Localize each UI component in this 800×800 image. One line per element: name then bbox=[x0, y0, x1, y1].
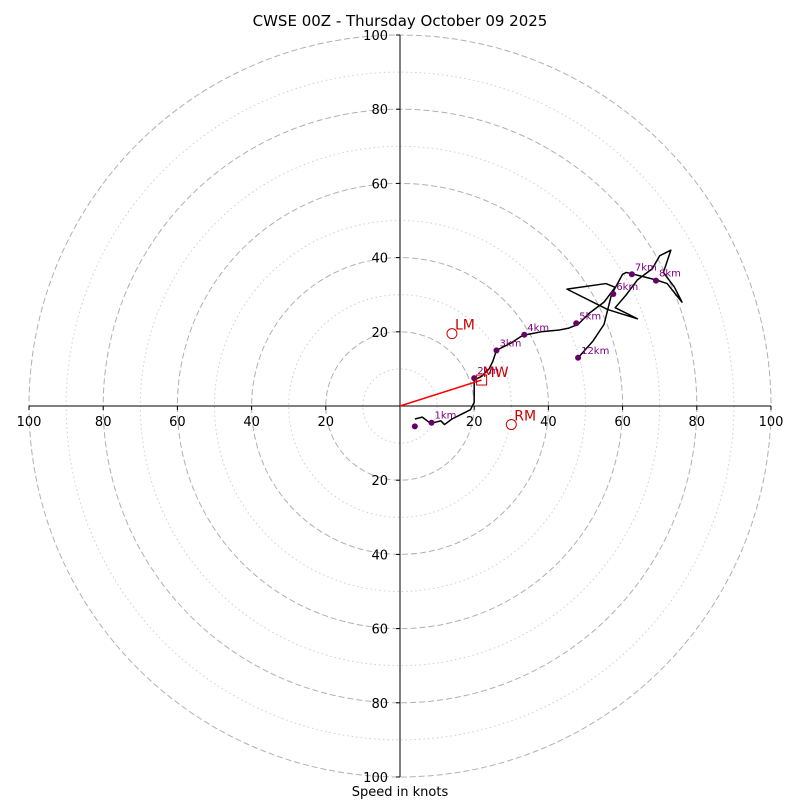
x-tick-label: 60 bbox=[614, 415, 631, 430]
height-marker-7km bbox=[628, 271, 635, 278]
height-label-5km: 5km bbox=[579, 311, 601, 322]
x-tick-label: 40 bbox=[243, 415, 260, 430]
height-label-2km: 2km bbox=[477, 366, 499, 377]
storm-motion-markers: LM MW RM bbox=[399, 318, 536, 431]
height-label-12km: 12km bbox=[581, 346, 609, 357]
x-tick-label: 40 bbox=[540, 415, 557, 430]
surface-marker bbox=[411, 423, 418, 430]
chart-title: CWSE 00Z - Thursday October 09 2025 bbox=[253, 12, 548, 30]
mean-wind-label: MW bbox=[483, 365, 509, 381]
height-label-6km: 6km bbox=[616, 282, 638, 293]
y-tick-label: 100 bbox=[363, 771, 388, 786]
height-label-3km: 3km bbox=[499, 338, 521, 349]
height-marker-8km bbox=[652, 277, 659, 284]
height-marker-3km bbox=[493, 347, 500, 354]
left-mover-label: LM bbox=[455, 318, 475, 334]
y-tick-label: 60 bbox=[371, 623, 388, 638]
y-tick-label: 20 bbox=[371, 326, 388, 341]
x-tick-label: 100 bbox=[759, 415, 784, 430]
y-tick-label: 20 bbox=[371, 474, 388, 489]
height-label-8km: 8km bbox=[659, 269, 681, 280]
right-mover-marker bbox=[505, 419, 517, 431]
x-tick-label: 80 bbox=[95, 415, 112, 430]
height-marker-5km bbox=[573, 320, 580, 327]
height-label-4km: 4km bbox=[527, 323, 549, 334]
x-axis-label: Speed in knots bbox=[352, 785, 449, 800]
y-tick-label: 40 bbox=[371, 548, 388, 563]
tick-labels: 100 80 60 40 20 20 40 60 80 100 100 80 60 40 20 20 40 60 8… bbox=[17, 29, 784, 786]
y-tick-label: 80 bbox=[371, 103, 388, 118]
y-tick-label: 40 bbox=[371, 252, 388, 267]
y-tick-label: 80 bbox=[371, 697, 388, 712]
height-marker-12km bbox=[575, 354, 582, 361]
x-tick-label: 100 bbox=[17, 415, 42, 430]
mean-wind-vector bbox=[399, 379, 482, 407]
y-tick-label: 100 bbox=[363, 29, 388, 44]
height-marker-6km bbox=[610, 290, 617, 297]
mean-wind-marker bbox=[476, 374, 488, 386]
x-tick-label: 60 bbox=[169, 415, 186, 430]
height-label-1km: 1km bbox=[435, 411, 457, 422]
x-tick-label: 80 bbox=[689, 415, 706, 430]
x-tick-label: 20 bbox=[318, 415, 335, 430]
y-tick-label: 60 bbox=[371, 177, 388, 192]
height-marker-4km bbox=[521, 331, 528, 338]
left-mover-marker bbox=[446, 328, 458, 340]
right-mover-label: RM bbox=[514, 409, 536, 425]
height-marker-1km bbox=[428, 419, 435, 426]
height-marker-2km bbox=[471, 375, 478, 382]
height-label-7km: 7km bbox=[635, 262, 657, 273]
x-tick-label: 20 bbox=[466, 415, 483, 430]
